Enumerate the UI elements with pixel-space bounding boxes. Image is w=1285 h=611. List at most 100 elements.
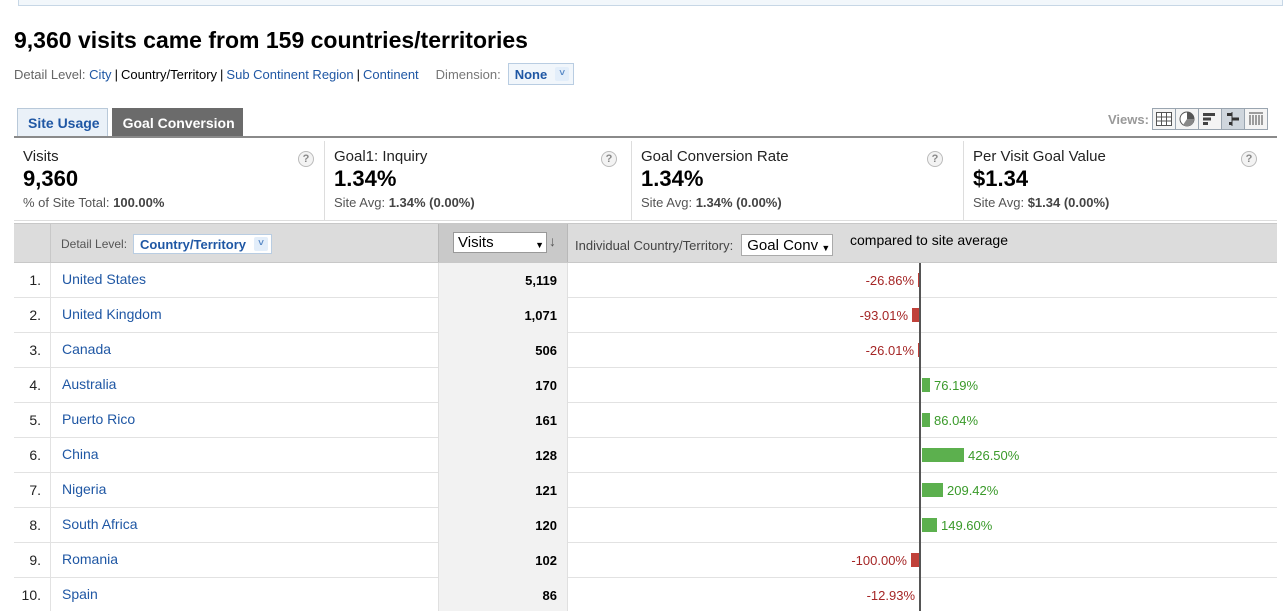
metric-sub: Site Avg: $1.34 (0.00%): [973, 195, 1277, 210]
top-panel-edge: [18, 0, 1283, 6]
row-index: 1.: [14, 263, 51, 298]
help-icon[interactable]: ?: [927, 151, 943, 167]
table-row: 3. Canada 506 -26.01%: [14, 333, 1277, 368]
metric-goal-conversion-rate: Goal Conversion Rate 1.34% Site Avg: 1.3…: [632, 141, 964, 220]
visits-metric-select[interactable]: Visits ▼: [453, 232, 547, 253]
tab-site-usage[interactable]: Site Usage: [17, 108, 108, 137]
country-link[interactable]: Spain: [62, 586, 98, 602]
table-row: 7. Nigeria 121 209.42%: [14, 473, 1277, 508]
header-detail-label: Detail Level:: [61, 237, 128, 251]
metrics-summary: Visits 9,360 % of Site Total: 100.00% ? …: [14, 141, 1277, 221]
metric-value: 1.34%: [641, 166, 704, 191]
visits-value: 161: [438, 403, 568, 438]
metric-sub-value: 1.34% (0.00%): [695, 195, 782, 210]
comparison-bar: [922, 448, 964, 462]
detail-level-city-link[interactable]: City: [89, 66, 112, 82]
metric-name: Visits: [23, 148, 59, 165]
help-icon[interactable]: ?: [1241, 151, 1257, 167]
row-index: 10.: [14, 578, 51, 611]
country-link[interactable]: Puerto Rico: [62, 411, 136, 427]
country-link[interactable]: South Africa: [62, 516, 138, 532]
metric-name: Goal1: Inquiry: [334, 148, 428, 165]
table-row: 2. United Kingdom 1,071 -93.01%: [14, 298, 1277, 333]
table-row: 10. Spain 86 -12.93%: [14, 578, 1277, 611]
detail-level-select[interactable]: Country/Territory ˅: [133, 234, 272, 254]
pivot-view-icon[interactable]: [1243, 108, 1268, 130]
help-icon[interactable]: ?: [601, 151, 617, 167]
metric-sub-value: $1.34 (0.00%): [1027, 195, 1110, 210]
country-link[interactable]: United Kingdom: [62, 306, 162, 322]
visits-value: 86: [438, 578, 568, 611]
detail-level-continent-link[interactable]: Continent: [363, 66, 419, 82]
row-index: 8.: [14, 508, 51, 543]
comparison-percent: -26.86%: [865, 273, 914, 288]
dropdown-arrow-icon: ▼: [821, 243, 831, 253]
row-index: 6.: [14, 438, 51, 473]
row-index: 3.: [14, 333, 51, 368]
row-index: 9.: [14, 543, 51, 578]
dropdown-arrow-icon: ▼: [535, 240, 544, 250]
visits-value: 1,071: [438, 298, 568, 333]
country-link[interactable]: Australia: [62, 376, 117, 392]
comparison-percent: 149.60%: [941, 518, 993, 533]
row-index: 7.: [14, 473, 51, 508]
visits-value: 120: [438, 508, 568, 543]
country-link[interactable]: China: [62, 446, 99, 462]
views-label: Views:: [1108, 111, 1149, 127]
metric-visits: Visits 9,360 % of Site Total: 100.00% ?: [14, 141, 325, 220]
visits-value: 121: [438, 473, 568, 508]
top-strip: [0, 0, 1285, 6]
comparison-axis-line: [919, 263, 921, 611]
comparison-view-icon[interactable]: [1220, 108, 1245, 130]
visits-value: 102: [438, 543, 568, 578]
dimension-select[interactable]: None ˅: [507, 63, 575, 85]
sort-descending-icon[interactable]: ↓: [549, 233, 556, 249]
comparison-percent: -12.93%: [866, 588, 915, 603]
page-title: 9,360 visits came from 159 countries/ter…: [14, 27, 528, 53]
tab-goal-conversion[interactable]: Goal Conversion: [111, 108, 243, 137]
country-link[interactable]: Canada: [62, 341, 112, 357]
header-index-cell: [14, 224, 51, 262]
comparison-bar: [922, 413, 930, 427]
comparison-bar: [922, 518, 937, 532]
comparison-percent: 209.42%: [947, 483, 999, 498]
row-index: 4.: [14, 368, 51, 403]
metric-per-visit-goal-value: Per Visit Goal Value $1.34 Site Avg: $1.…: [964, 141, 1277, 220]
metric-name: Goal Conversion Rate: [641, 148, 789, 165]
comparison-percent: 76.19%: [934, 378, 979, 393]
performance-view-icon[interactable]: [1197, 108, 1222, 130]
metric-value: 1.34%: [334, 166, 397, 191]
chevron-down-icon: ˅: [253, 237, 268, 251]
table-view-icon[interactable]: [1151, 108, 1176, 130]
country-link[interactable]: Nigeria: [62, 481, 107, 497]
detail-level-label: Detail Level:: [14, 66, 86, 82]
compared-to-site-average-label: compared to site average: [850, 232, 1008, 248]
metric-sub: % of Site Total: 100.00%: [23, 195, 324, 210]
report-tabs: Site Usage Goal Conversion: [17, 108, 247, 137]
detail-level-country-current: Country/Territory: [120, 66, 218, 82]
metric-sub-label: Site Avg:: [973, 195, 1025, 210]
country-link[interactable]: Romania: [62, 551, 119, 567]
visits-value: 5,119: [438, 263, 568, 298]
visits-value: 506: [438, 333, 568, 368]
visits-metric-select-value: Visits: [458, 234, 494, 251]
detail-level-subcontinent-link[interactable]: Sub Continent Region: [226, 66, 354, 82]
help-icon[interactable]: ?: [298, 151, 314, 167]
metric-value: $1.34: [973, 166, 1029, 191]
detail-level-bar: Detail Level: City | Country/Territory |…: [14, 63, 575, 85]
metric-sub-value: 100.00%: [113, 195, 165, 210]
row-index: 2.: [14, 298, 51, 333]
pie-view-icon[interactable]: [1174, 108, 1199, 130]
dimension-select-value: None: [514, 66, 548, 82]
views-switcher: Views:: [1108, 108, 1268, 130]
comparison-metric-select-value: Goal Conv: [747, 237, 819, 254]
metric-value: 9,360: [23, 166, 79, 191]
comparison-bar: [922, 483, 943, 497]
comparison-metric-select[interactable]: Goal Conv ▼: [741, 234, 834, 256]
comparison-percent: -93.01%: [859, 308, 908, 323]
country-link[interactable]: United States: [62, 271, 147, 287]
header-detail-level: Detail Level: Country/Territory ˅: [61, 234, 272, 254]
detail-level-select-value: Country/Territory: [140, 236, 246, 252]
metric-sub-label: % of Site Total:: [23, 195, 110, 210]
header-visits-column: Visits ▼ ↓: [438, 224, 568, 262]
